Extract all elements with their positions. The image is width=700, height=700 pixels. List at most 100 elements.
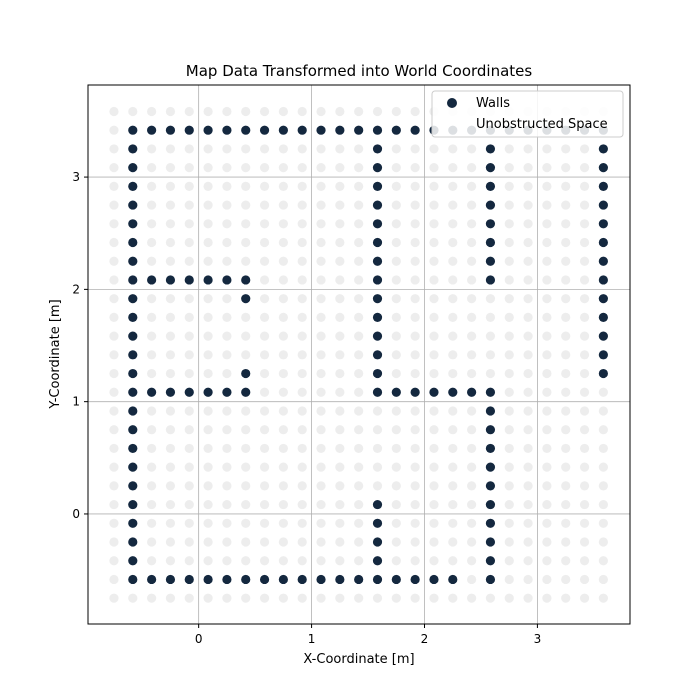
unobstructed-point [523, 518, 533, 528]
unobstructed-point [354, 237, 364, 248]
unobstructed-point [448, 481, 458, 491]
unobstructed-point [222, 406, 232, 416]
unobstructed-point [109, 200, 119, 210]
unobstructed-point [448, 425, 458, 435]
unobstructed-point [316, 518, 326, 528]
unobstructed-point [316, 163, 326, 173]
unobstructed-point [278, 256, 288, 266]
unobstructed-point [561, 144, 571, 154]
unobstructed-point [391, 163, 401, 173]
wall-point [278, 125, 288, 135]
unobstructed-point [354, 481, 364, 491]
unobstructed-point [184, 200, 194, 210]
unobstructed-point [391, 312, 401, 322]
unobstructed-point [561, 219, 571, 229]
unobstructed-point [203, 237, 213, 248]
unobstructed-point [504, 163, 514, 173]
unobstructed-point [598, 537, 608, 547]
wall-point [222, 387, 232, 397]
unobstructed-point [598, 481, 608, 491]
unobstructed-point [410, 537, 420, 547]
unobstructed-point [184, 106, 194, 117]
unobstructed-point [203, 499, 213, 510]
wall-point [128, 518, 138, 528]
unobstructed-point [523, 462, 533, 472]
wall-point [429, 574, 439, 585]
unobstructed-point [316, 275, 326, 285]
unobstructed-point [109, 163, 119, 173]
walls-series [128, 125, 608, 585]
unobstructed-point [222, 462, 232, 472]
wall-point [598, 237, 608, 248]
unobstructed-point [391, 219, 401, 229]
unobstructed-point [203, 163, 213, 173]
unobstructed-point [278, 462, 288, 472]
unobstructed-point [504, 144, 514, 154]
legend-walls-marker [447, 98, 457, 108]
unobstructed-point [241, 181, 251, 191]
unobstructed-point [297, 106, 307, 117]
unobstructed-point [410, 200, 420, 210]
wall-point [259, 574, 270, 585]
unobstructed-point [467, 406, 477, 416]
unobstructed-point [241, 331, 251, 341]
unobstructed-point [467, 425, 477, 435]
unobstructed-point [278, 406, 288, 416]
grid-lines [88, 85, 630, 624]
unobstructed-point [523, 406, 533, 416]
unobstructed-point [467, 537, 477, 547]
unobstructed-point [165, 144, 176, 154]
unobstructed-point [128, 593, 138, 603]
unobstructed-point [448, 462, 458, 472]
wall-point [165, 275, 176, 285]
unobstructed-point [354, 462, 364, 472]
unobstructed-point [297, 556, 307, 566]
wall-point [372, 331, 383, 341]
unobstructed-point [241, 406, 251, 416]
unobstructed-point [259, 219, 270, 229]
unobstructed-point [128, 106, 138, 117]
unobstructed-point [222, 425, 232, 435]
unobstructed-point [316, 387, 326, 397]
unobstructed-point [147, 331, 157, 341]
unobstructed-point [259, 331, 270, 341]
wall-point [354, 125, 364, 135]
unobstructed-point [429, 481, 439, 491]
unobstructed-point [429, 462, 439, 472]
unobstructed-point [203, 106, 213, 117]
wall-point [128, 387, 138, 397]
unobstructed-point [448, 237, 458, 248]
wall-point [598, 312, 608, 322]
wall-point [485, 144, 496, 154]
unobstructed-point [222, 593, 232, 603]
unobstructed-point [165, 593, 176, 603]
unobstructed-point [410, 350, 420, 360]
unobstructed-point [259, 106, 270, 117]
unobstructed-point [561, 237, 571, 248]
unobstructed-point [335, 406, 345, 416]
unobstructed-point [523, 237, 533, 248]
unobstructed-point [410, 294, 420, 304]
wall-point [128, 350, 138, 360]
unobstructed-point [523, 593, 533, 603]
unobstructed-point [278, 312, 288, 322]
wall-point [128, 163, 138, 173]
unobstructed-point [335, 294, 345, 304]
unobstructed-point [109, 144, 119, 154]
unobstructed-point [165, 443, 176, 454]
unobstructed-point [579, 275, 590, 285]
wall-point [485, 219, 496, 229]
unobstructed-point [297, 181, 307, 191]
unobstructed-point [184, 163, 194, 173]
unobstructed-point [561, 294, 571, 304]
unobstructed-point [316, 350, 326, 360]
unobstructed-point [316, 256, 326, 266]
unobstructed-point [165, 331, 176, 341]
unobstructed-point [579, 443, 590, 454]
unobstructed-point [467, 556, 477, 566]
unobstructed-point [561, 256, 571, 266]
unobstructed-point [504, 294, 514, 304]
unobstructed-point [222, 163, 232, 173]
wall-point [128, 125, 138, 135]
unobstructed-point [354, 294, 364, 304]
